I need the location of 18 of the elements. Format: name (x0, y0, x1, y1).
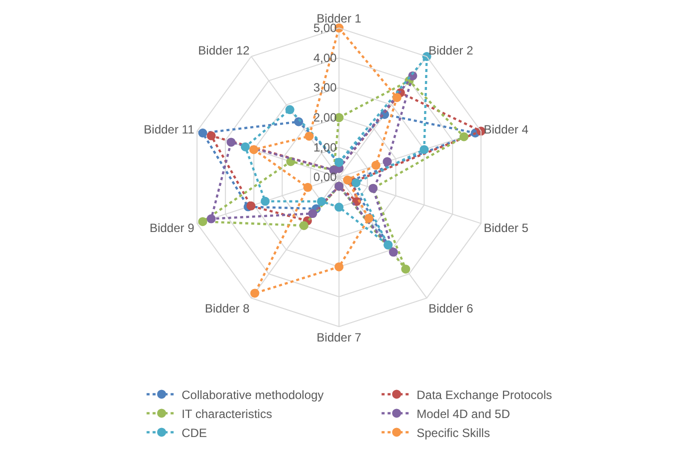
y-tick-label: 4,00 (313, 50, 338, 65)
spoke-label: Bidder 9 (150, 221, 195, 236)
legend-label: Data Exchange Protocols (416, 388, 552, 402)
legend-label: Model 4D and 5D (416, 406, 510, 421)
spoke-label: Bidder 4 (484, 122, 529, 137)
legend-label: Specific Skills (416, 426, 490, 440)
spoke-label: Bidder 5 (484, 221, 529, 236)
y-tick-label: 3,00 (313, 80, 338, 95)
spoke-label: Bidder 7 (316, 330, 362, 344)
spoke-label: Bidder 11 (144, 122, 195, 137)
spoke-label: Bidder 12 (198, 44, 250, 58)
legend-label: Collaborative methodology (182, 388, 324, 402)
legend-label: CDE (182, 426, 207, 440)
spoke-label: Bidder 8 (204, 302, 250, 316)
spoke-label: Bidder 6 (428, 302, 474, 316)
y-tick-label: 0,00 (313, 170, 338, 184)
legend-label: IT characteristics (182, 406, 272, 421)
spoke-label: Bidder 2 (428, 44, 474, 58)
